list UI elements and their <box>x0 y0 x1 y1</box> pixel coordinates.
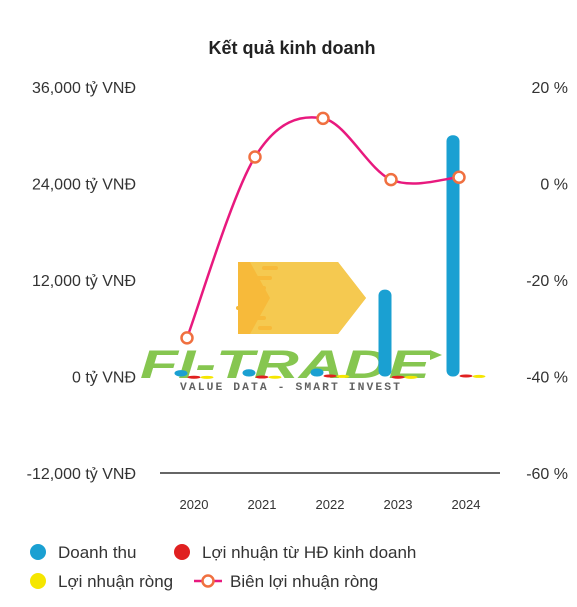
x-tick-label: 2023 <box>384 497 413 512</box>
legend-item[interactable]: Doanh thu <box>30 543 136 562</box>
bar-lợi-nhuận-ròng <box>404 375 418 379</box>
line-point <box>452 170 466 184</box>
legend-dot-marker <box>30 544 46 560</box>
legend-point-marker <box>201 574 215 588</box>
bar-doanh-thu <box>310 368 324 377</box>
y-left-tick-label: 24,000 tỷ VNĐ <box>32 177 136 194</box>
bar-lợi-nhuận-ròng <box>472 374 486 378</box>
legend-label: Lợi nhuận ròng <box>58 572 173 591</box>
legend-label: Biên lợi nhuận ròng <box>230 572 378 591</box>
y-right-tick-label: -60 % <box>526 466 568 483</box>
legend-label: Lợi nhuận từ HĐ kinh doanh <box>202 543 416 562</box>
watermark-tagline: VALUE DATA - SMART INVEST <box>180 382 402 394</box>
bar-lợi-nhuận-từ-hđ-kinh-doanh <box>187 375 201 379</box>
line-point <box>180 331 194 345</box>
bar-doanh-thu <box>378 289 392 377</box>
bars <box>174 135 486 379</box>
watermark-brand-arrow <box>430 350 442 360</box>
axes: 36,000 tỷ VNĐ 24,000 tỷ VNĐ 12,000 tỷ VNĐ 0… <box>27 80 568 512</box>
margin-line <box>180 111 466 345</box>
bar-lợi-nhuận-từ-hđ-kinh-doanh <box>255 375 269 379</box>
legend-dot-marker <box>30 573 46 589</box>
watermark-arrow-inner <box>250 262 366 334</box>
legend-item[interactable]: Lợi nhuận ròng <box>30 572 173 591</box>
bar-lợi-nhuận-từ-hđ-kinh-doanh <box>459 374 473 378</box>
y-right-tick-label: 0 % <box>540 177 568 194</box>
y-left-tick-label: 0 tỷ VNĐ <box>72 370 136 387</box>
line-biên-lợi-nhuận-ròng <box>185 116 460 339</box>
bar-doanh-thu <box>174 370 188 377</box>
y-left-tick-label: 12,000 tỷ VNĐ <box>32 273 136 290</box>
x-tick-label: 2022 <box>316 497 345 512</box>
chart-title: Kết quả kinh doanh <box>208 38 375 58</box>
line-point <box>384 172 398 187</box>
bar-lợi-nhuận-ròng <box>336 374 350 378</box>
y-right-tick-label: -20 % <box>526 273 568 290</box>
legend: Doanh thu Lợi nhuận từ HĐ kinh doanh Lợi n… <box>30 543 416 591</box>
x-tick-label: 2024 <box>452 497 481 512</box>
y-left-tick-label: -12,000 tỷ VNĐ <box>27 466 136 483</box>
legend-dot-marker <box>174 544 190 560</box>
bar-lợi-nhuận-từ-hđ-kinh-doanh <box>391 375 405 379</box>
watermark-dots <box>236 266 278 330</box>
line-point <box>316 111 330 126</box>
bar-doanh-thu <box>242 369 256 377</box>
legend-item[interactable]: Lợi nhuận từ HĐ kinh doanh <box>174 543 416 562</box>
x-tick-label: 2020 <box>180 497 209 512</box>
bar-doanh-thu <box>446 135 460 377</box>
bar-lợi-nhuận-ròng <box>200 375 214 379</box>
y-left-tick-label: 36,000 tỷ VNĐ <box>32 80 136 97</box>
x-tick-label: 2021 <box>248 497 277 512</box>
legend-label: Doanh thu <box>58 543 136 562</box>
legend-item[interactable]: Biên lợi nhuận ròng <box>194 572 378 591</box>
bar-lợi-nhuận-ròng <box>268 375 282 379</box>
bar-lợi-nhuận-từ-hđ-kinh-doanh <box>323 374 337 378</box>
line-point <box>248 150 262 164</box>
y-right-tick-label: -40 % <box>526 370 568 387</box>
y-right-tick-label: 20 % <box>532 80 568 97</box>
